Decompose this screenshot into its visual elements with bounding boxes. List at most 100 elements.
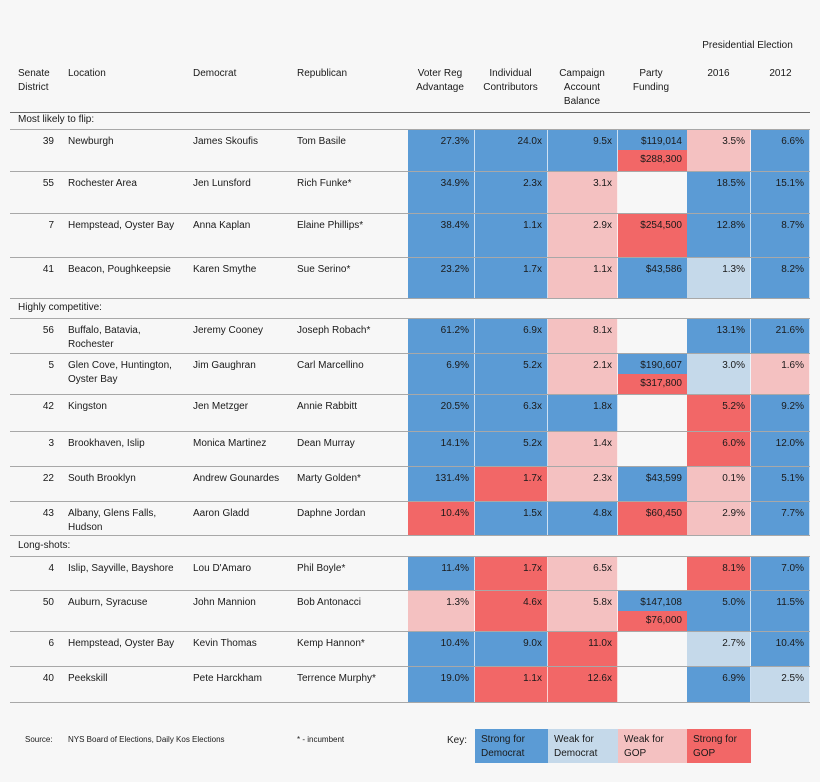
value-party-gop: $76,000 <box>645 615 682 626</box>
cell-p2012: 2.5% <box>751 667 810 702</box>
row-divider <box>10 431 810 432</box>
district-number: 6 <box>48 638 54 649</box>
value-p2016: 1.3% <box>722 264 745 275</box>
section-title: Highly competitive: <box>18 302 102 313</box>
value-voter: 6.9% <box>446 360 469 371</box>
value-indiv: 1.7x <box>523 563 542 574</box>
table-row: 11.4% 1.7x 6.5x 8.1% 7.0% 4 Islip, Sayville, B… <box>0 557 820 590</box>
cell-camp: 1.8x <box>548 395 618 431</box>
cell-party: $60,450 <box>618 502 687 535</box>
cell-p2012: 6.6% <box>751 130 810 171</box>
cell-camp: 1.1x <box>548 258 618 298</box>
legend-item: Strong for GOP <box>687 729 751 763</box>
value-indiv: 5.2x <box>523 360 542 371</box>
table-row: 34.9% 2.3x 3.1x 18.5% 15.1% 55 Rochester Area J… <box>0 172 820 213</box>
location-name: Auburn, Syracuse <box>68 597 148 608</box>
individual-contributors-header: Individual Contributors <box>483 68 538 93</box>
value-camp: 1.8x <box>593 401 612 412</box>
legend-item: Weak for GOP <box>618 729 687 763</box>
section-divider <box>10 318 810 319</box>
value-indiv: 5.2x <box>523 438 542 449</box>
source-label: Source: <box>25 735 53 744</box>
district-number: 50 <box>42 597 54 608</box>
cell-camp: 9.5x <box>548 130 618 171</box>
value-p2012: 2.5% <box>781 673 804 684</box>
row-divider <box>10 257 810 258</box>
cell-voter: 10.4% <box>408 632 475 666</box>
cell-p2016: 5.0% <box>687 591 751 631</box>
district-number: 39 <box>42 136 54 147</box>
cell-p2012: 15.1% <box>751 172 810 213</box>
campaign-balance-header: Campaign Account Balance <box>559 68 605 107</box>
table-row: 14.1% 5.2x 1.4x 6.0% 12.0% 3 Brookhaven, Islip… <box>0 432 820 466</box>
cell-party-gop: $288,300 <box>618 150 687 171</box>
cell-p2012: 21.6% <box>751 319 810 353</box>
democrat-name: Jeremy Cooney <box>193 325 264 336</box>
democrat-name: Jim Gaughran <box>193 360 256 371</box>
democrat-name: Andrew Gounardes <box>193 473 280 484</box>
value-p2012: 12.0% <box>775 438 804 449</box>
cell-party-gop: $76,000 <box>618 611 687 631</box>
value-voter: 27.3% <box>440 136 469 147</box>
row-divider <box>10 394 810 395</box>
value-camp: 8.1x <box>593 325 612 336</box>
cell-party: $43,586 <box>618 258 687 298</box>
cell-camp: 11.0x <box>548 632 618 666</box>
cell-p2016: 12.8% <box>687 214 751 257</box>
cell-camp: 2.3x <box>548 467 618 501</box>
value-voter: 20.5% <box>440 401 469 412</box>
cell-p2016: 3.5% <box>687 130 751 171</box>
cell-voter: 14.1% <box>408 432 475 466</box>
democrat-name: James Skoufis <box>193 136 259 147</box>
republican-name: Sue Serino* <box>297 264 351 275</box>
cell-voter: 6.9% <box>408 354 475 394</box>
row-divider <box>10 213 810 214</box>
value-camp: 11.0x <box>588 638 612 649</box>
value-p2012: 15.1% <box>775 178 804 189</box>
republican-name: Daphne Jordan <box>297 508 366 519</box>
table-row: 6.9% 5.2x 2.1x 3.0% 1.6% $190,607 $317,800 5 Gle… <box>0 354 820 394</box>
cell-party <box>618 395 687 431</box>
republican-name: Elaine Phillips* <box>297 220 364 231</box>
value-voter: 38.4% <box>440 220 469 231</box>
cell-indiv: 1.1x <box>475 214 548 257</box>
value-party-gop: $288,300 <box>640 154 682 165</box>
cell-p2012: 9.2% <box>751 395 810 431</box>
value-indiv: 24.0x <box>517 136 542 147</box>
cell-indiv: 2.3x <box>475 172 548 213</box>
value-voter: 10.4% <box>440 508 469 519</box>
value-camp: 5.8x <box>593 597 612 608</box>
value-p2012: 21.6% <box>775 325 804 336</box>
section-divider <box>10 556 810 557</box>
value-voter: 11.4% <box>441 563 469 574</box>
location-name: Buffalo, Batavia, Rochester <box>68 325 141 350</box>
district-number: 22 <box>42 473 54 484</box>
district-number: 3 <box>48 438 54 449</box>
cell-indiv: 6.3x <box>475 395 548 431</box>
value-p2016: 5.0% <box>722 597 745 608</box>
cell-p2016: 2.7% <box>687 632 751 666</box>
cell-voter: 11.4% <box>408 557 475 590</box>
cell-indiv: 1.7x <box>475 258 548 298</box>
row-divider <box>10 171 810 172</box>
democrat-name: Kevin Thomas <box>193 638 257 649</box>
value-voter: 19.0% <box>440 673 469 684</box>
cell-camp: 2.1x <box>548 354 618 394</box>
cell-party <box>618 432 687 466</box>
location-header: Location <box>68 68 106 79</box>
presidential-election-header: Presidential Election <box>702 40 793 51</box>
row-divider <box>10 702 810 703</box>
value-p2012: 5.1% <box>781 473 804 484</box>
value-party-dem: $190,607 <box>640 360 682 371</box>
cell-p2016: 3.0% <box>687 354 751 394</box>
source-text: NYS Board of Elections, Daily Kos Electi… <box>68 735 225 744</box>
value-camp: 3.1x <box>593 178 612 189</box>
value-p2016: 2.7% <box>722 638 745 649</box>
value-voter: 14.1% <box>440 438 469 449</box>
cell-p2016: 18.5% <box>687 172 751 213</box>
location-name: South Brooklyn <box>68 473 136 484</box>
cell-camp: 3.1x <box>548 172 618 213</box>
value-voter: 1.3% <box>446 597 469 608</box>
cell-voter: 34.9% <box>408 172 475 213</box>
section-title: Long-shots: <box>18 540 71 551</box>
